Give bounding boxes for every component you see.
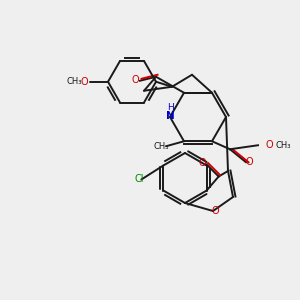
Text: O: O bbox=[211, 206, 219, 216]
Text: N: N bbox=[166, 111, 174, 121]
Text: O: O bbox=[131, 75, 139, 85]
Text: O: O bbox=[266, 140, 274, 150]
Text: CH₃: CH₃ bbox=[153, 142, 169, 151]
Text: H: H bbox=[167, 103, 173, 112]
Text: O: O bbox=[199, 158, 206, 169]
Text: CH₃: CH₃ bbox=[276, 141, 292, 150]
Text: Cl: Cl bbox=[135, 175, 144, 184]
Text: CH₃: CH₃ bbox=[66, 77, 82, 86]
Text: O: O bbox=[245, 157, 253, 167]
Text: O: O bbox=[80, 77, 88, 87]
